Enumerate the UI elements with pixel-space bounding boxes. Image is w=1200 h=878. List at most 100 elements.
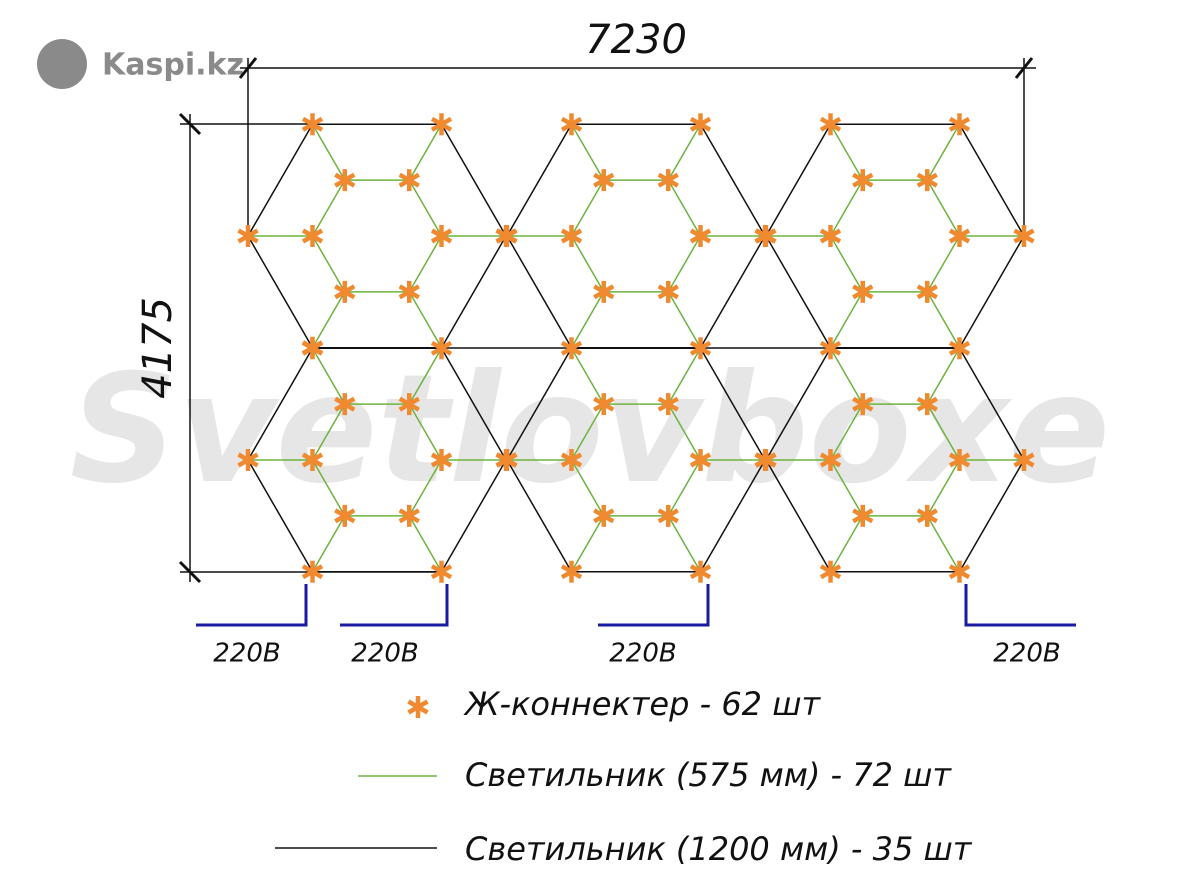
short-lamp [408, 235, 443, 293]
connector [407, 696, 429, 718]
connector-arm [301, 228, 324, 244]
short-lamp [570, 403, 605, 461]
short-lamp [311, 515, 346, 573]
connector-arm [819, 116, 842, 132]
short-lamp [408, 179, 443, 237]
connector [301, 113, 324, 136]
short-lamp [311, 459, 346, 517]
connector [657, 169, 679, 192]
connector-arm [689, 116, 712, 132]
connector [301, 337, 324, 360]
connector-arm [334, 284, 356, 300]
connector [430, 225, 453, 247]
long-lamp [765, 459, 832, 573]
long-lamp [699, 347, 766, 461]
connector [1013, 225, 1035, 247]
connector-arm [948, 228, 971, 244]
watermark: Svetlovboxe [70, 343, 1110, 517]
power-label: 220В [993, 639, 1060, 669]
short-lamp [667, 291, 702, 349]
connector-arm [430, 452, 453, 468]
connector-arm [755, 452, 777, 468]
short-lamp [926, 403, 961, 461]
connector-arm [398, 172, 420, 188]
connector-arm [334, 172, 356, 188]
short-lamp [667, 123, 702, 181]
width-dimension: 7230 [585, 17, 687, 63]
connector-arm [593, 396, 615, 412]
connector [689, 449, 712, 471]
long-lamps [247, 123, 1025, 573]
short-lamp [667, 347, 702, 405]
connector [560, 225, 583, 247]
connector-arm [689, 452, 712, 468]
connector [657, 280, 679, 303]
connector [398, 393, 420, 416]
short-lamp [926, 347, 961, 405]
connector-arm [237, 452, 259, 468]
short-lamps [248, 123, 1024, 573]
short-lamp [829, 235, 864, 293]
connector-arm [496, 452, 518, 468]
connector-arm [430, 340, 453, 356]
connector [496, 449, 518, 471]
long-lamp [958, 459, 1025, 573]
connector [948, 449, 971, 471]
short-lamp [311, 179, 346, 237]
short-lamp [570, 347, 605, 405]
connector [334, 169, 356, 192]
connector [755, 225, 777, 247]
power-wires [196, 584, 1076, 627]
connector-arm [301, 564, 324, 580]
connector [852, 280, 874, 303]
connector [948, 113, 971, 136]
long-lamp [699, 235, 766, 349]
power-label: 220В [609, 639, 676, 669]
connector-arm [689, 564, 712, 580]
short-lamp [570, 123, 605, 181]
connector-arm [916, 396, 938, 412]
connector-arm [407, 699, 429, 715]
connector-arm [1013, 452, 1035, 468]
height-dimension: 4175 [135, 297, 181, 399]
connector [301, 560, 324, 583]
connector-arm [430, 116, 453, 132]
connector-arm [560, 564, 583, 580]
connector [560, 449, 583, 471]
short-lamp [829, 403, 864, 461]
connector [560, 337, 583, 360]
long-lamp [440, 123, 507, 237]
connector-arm [593, 284, 615, 300]
long-lamp [440, 459, 507, 573]
connector [657, 504, 679, 527]
connector-arm [916, 172, 938, 188]
connector [430, 560, 453, 583]
long-lamp [247, 235, 314, 349]
connector [334, 504, 356, 527]
connector [819, 225, 842, 247]
connector-arm [560, 228, 583, 244]
long-lamp [506, 235, 573, 349]
connector-arm [852, 508, 874, 524]
connector [496, 225, 518, 247]
connector-arm [430, 228, 453, 244]
long-lamp [958, 347, 1025, 461]
short-lamp [926, 179, 961, 237]
power-label: 220В [213, 639, 280, 669]
connector-arm [657, 172, 679, 188]
short-lamp [311, 403, 346, 461]
connector [689, 225, 712, 247]
connector [755, 449, 777, 471]
short-lamp [667, 515, 702, 573]
short-lamp [311, 235, 346, 293]
connector [689, 560, 712, 583]
short-lamp [667, 235, 702, 293]
connector [948, 225, 971, 247]
short-lamp [829, 291, 864, 349]
short-lamp [667, 459, 702, 517]
connector [852, 169, 874, 192]
connector-arm [689, 228, 712, 244]
logo: Kaspi.kz [37, 39, 244, 89]
connector [819, 337, 842, 360]
